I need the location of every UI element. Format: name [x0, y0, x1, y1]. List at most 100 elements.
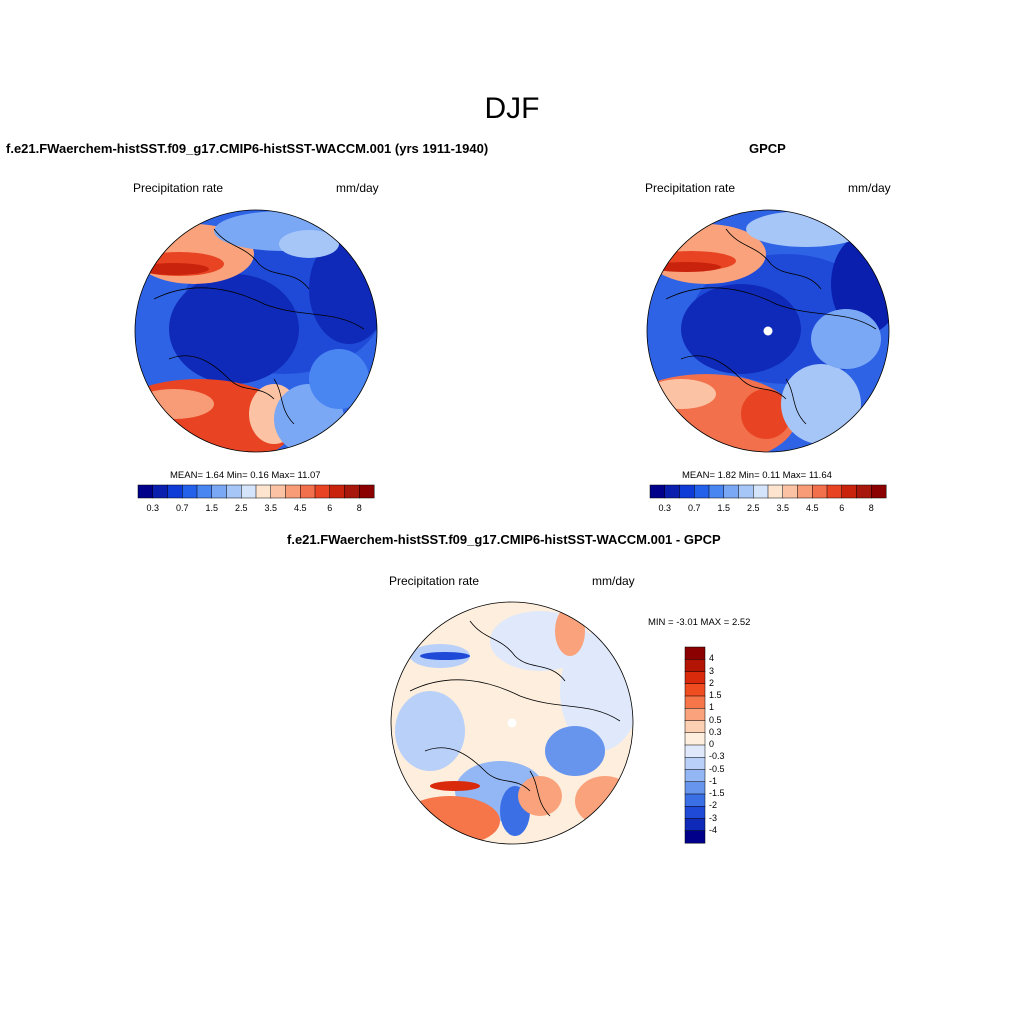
model-colorbar-tick-label: 0.7: [175, 503, 189, 513]
model-right-label: mm/day: [336, 181, 379, 195]
diff-right-label: mm/day: [592, 574, 635, 588]
obs-colorbar-swatch: [871, 484, 887, 499]
model-colorbar-tick-label: 6: [327, 503, 333, 513]
diff-colorbar-tick-label: 4: [709, 653, 715, 664]
obs-colorbar-tick-label: 3.5: [776, 503, 790, 513]
diff-colorbar-swatch: [684, 769, 706, 783]
model-colorbar-swatch: [255, 484, 272, 499]
diff-colorbar: [684, 646, 706, 844]
obs-colorbar-swatch: [664, 484, 680, 499]
diff-colorbar-swatch: [684, 695, 706, 709]
model-colorbar-tick-label: 1.5: [205, 503, 219, 513]
obs-colorbar-swatch: [782, 484, 798, 499]
diff-colorbar-swatch: [684, 671, 706, 685]
diff-colorbar-tick-label: -3: [709, 812, 718, 823]
model-colorbar-swatch: [152, 484, 168, 499]
diff-colorbar-swatch: [684, 683, 706, 697]
obs-colorbar-swatch: [738, 484, 754, 499]
obs-colorbar-tick-label: 6: [839, 503, 845, 513]
diff-colorbar-tick-label: -0.3: [709, 751, 725, 762]
model-colorbar-swatch: [167, 484, 183, 499]
obs-colorbar-tick-label: 0.7: [687, 503, 701, 513]
obs-right-label: mm/day: [848, 181, 891, 195]
obs-colorbar-tick-label: 4.5: [805, 503, 819, 513]
model-colorbar-tick-label: 8: [356, 503, 362, 513]
diff-colorbar-swatch: [684, 793, 706, 807]
model-colorbar-swatch: [270, 484, 286, 499]
model-colorbar-swatch: [241, 484, 257, 499]
diff-colorbar-ticks: 4 3 2 1.5 1 0.5 0.3 0 -0.3 -0.5 -1 -1.5 -2 -3 -4: [709, 647, 739, 843]
diff-polar-map: [390, 601, 634, 845]
obs-colorbar-swatch: [767, 484, 784, 499]
obs-colorbar-swatch: [708, 484, 725, 499]
diff-colorbar-swatch: [684, 781, 706, 795]
obs-colorbar-tick-label: 0.3: [658, 503, 672, 513]
diff-stats: MIN = -3.01 MAX = 2.52: [648, 617, 751, 628]
diff-colorbar-swatch: [684, 646, 706, 660]
model-colorbar-ticks: 0.3 0.7 1.5 2.5 3.5 4.5 6 8: [138, 503, 374, 515]
obs-colorbar-tick-label: 2.5: [746, 503, 760, 513]
diff-colorbar-tick-label: 2: [709, 677, 715, 688]
diff-colorbar-swatch: [684, 732, 706, 746]
diff-colorbar-tick-label: 0.3: [709, 726, 722, 737]
obs-colorbar-swatch: [826, 484, 843, 499]
diff-colorbar-tick-label: 1.5: [709, 690, 722, 700]
model-panel-title: f.e21.FWaerchem-histSST.f09_g17.CMIP6-hi…: [6, 141, 489, 156]
diff-colorbar-tick-label: -4: [709, 824, 718, 835]
diff-colorbar-tick-label: -0.5: [709, 763, 725, 774]
model-colorbar-tick-label: 4.5: [293, 503, 307, 513]
diff-colorbar-swatch: [684, 757, 706, 770]
obs-colorbar-swatch: [694, 484, 710, 499]
obs-colorbar-swatch: [753, 484, 769, 499]
obs-panel-title: GPCP: [749, 141, 786, 156]
obs-colorbar-swatch: [797, 484, 813, 499]
model-left-label: Precipitation rate: [133, 181, 224, 195]
model-colorbar-swatch: [359, 484, 375, 499]
figure-title: DJF: [484, 92, 540, 125]
obs-colorbar-tick-label: 1.5: [717, 503, 731, 513]
model-colorbar-swatch: [226, 484, 242, 499]
diff-colorbar-tick-label: 3: [709, 665, 715, 676]
model-colorbar-swatch: [300, 484, 316, 499]
model-colorbar-swatch: [137, 484, 154, 499]
model-colorbar-swatch: [211, 484, 227, 499]
diff-colorbar-swatch: [684, 720, 706, 734]
obs-colorbar-swatch: [723, 484, 739, 499]
model-colorbar-tick-label: 0.3: [146, 503, 160, 513]
obs-stats: MEAN= 1.82 Min= 0.11 Max= 11.64: [682, 470, 832, 481]
diff-panel-title: f.e21.FWaerchem-histSST.f09_g17.CMIP6-hi…: [287, 532, 721, 547]
obs-colorbar-ticks: 0.3 0.7 1.5 2.5 3.5 4.5 6 8: [650, 503, 886, 515]
obs-polar-map: [646, 209, 890, 453]
model-colorbar-swatch: [285, 484, 301, 499]
model-colorbar-swatch: [182, 484, 198, 499]
model-polar-map: [134, 209, 378, 453]
model-colorbar-swatch: [329, 484, 345, 499]
model-colorbar-tick-label: 2.5: [234, 503, 248, 513]
model-colorbar-swatch: [344, 484, 360, 499]
diff-colorbar-tick-label: -2: [709, 800, 718, 811]
diff-colorbar-tick-label: -1.5: [709, 788, 725, 798]
obs-left-label: Precipitation rate: [645, 181, 736, 195]
diff-colorbar-swatch: [684, 818, 706, 832]
obs-colorbar-swatch: [856, 484, 872, 499]
diff-colorbar-swatch: [684, 744, 706, 758]
model-colorbar-swatch: [314, 484, 331, 499]
model-colorbar-tick-label: 3.5: [264, 503, 278, 513]
obs-colorbar-swatch: [649, 484, 666, 499]
diff-colorbar-swatch: [684, 659, 706, 672]
obs-colorbar-swatch: [841, 484, 857, 499]
obs-colorbar: [649, 484, 887, 499]
diff-colorbar-swatch: [684, 806, 706, 819]
diff-colorbar-swatch: [684, 708, 706, 721]
diff-colorbar-tick-label: -1: [709, 775, 718, 786]
model-colorbar: [137, 484, 375, 499]
model-colorbar-swatch: [196, 484, 213, 499]
diff-colorbar-tick-label: 1: [709, 702, 715, 713]
diff-colorbar-tick-label: 0: [709, 739, 715, 749]
model-stats: MEAN= 1.64 Min= 0.16 Max= 11.07: [170, 470, 321, 481]
obs-colorbar-swatch: [812, 484, 828, 499]
diff-colorbar-tick-label: 0.5: [709, 714, 722, 725]
diff-colorbar-swatch: [684, 830, 706, 844]
obs-colorbar-tick-label: 8: [868, 503, 874, 513]
obs-colorbar-swatch: [679, 484, 695, 499]
